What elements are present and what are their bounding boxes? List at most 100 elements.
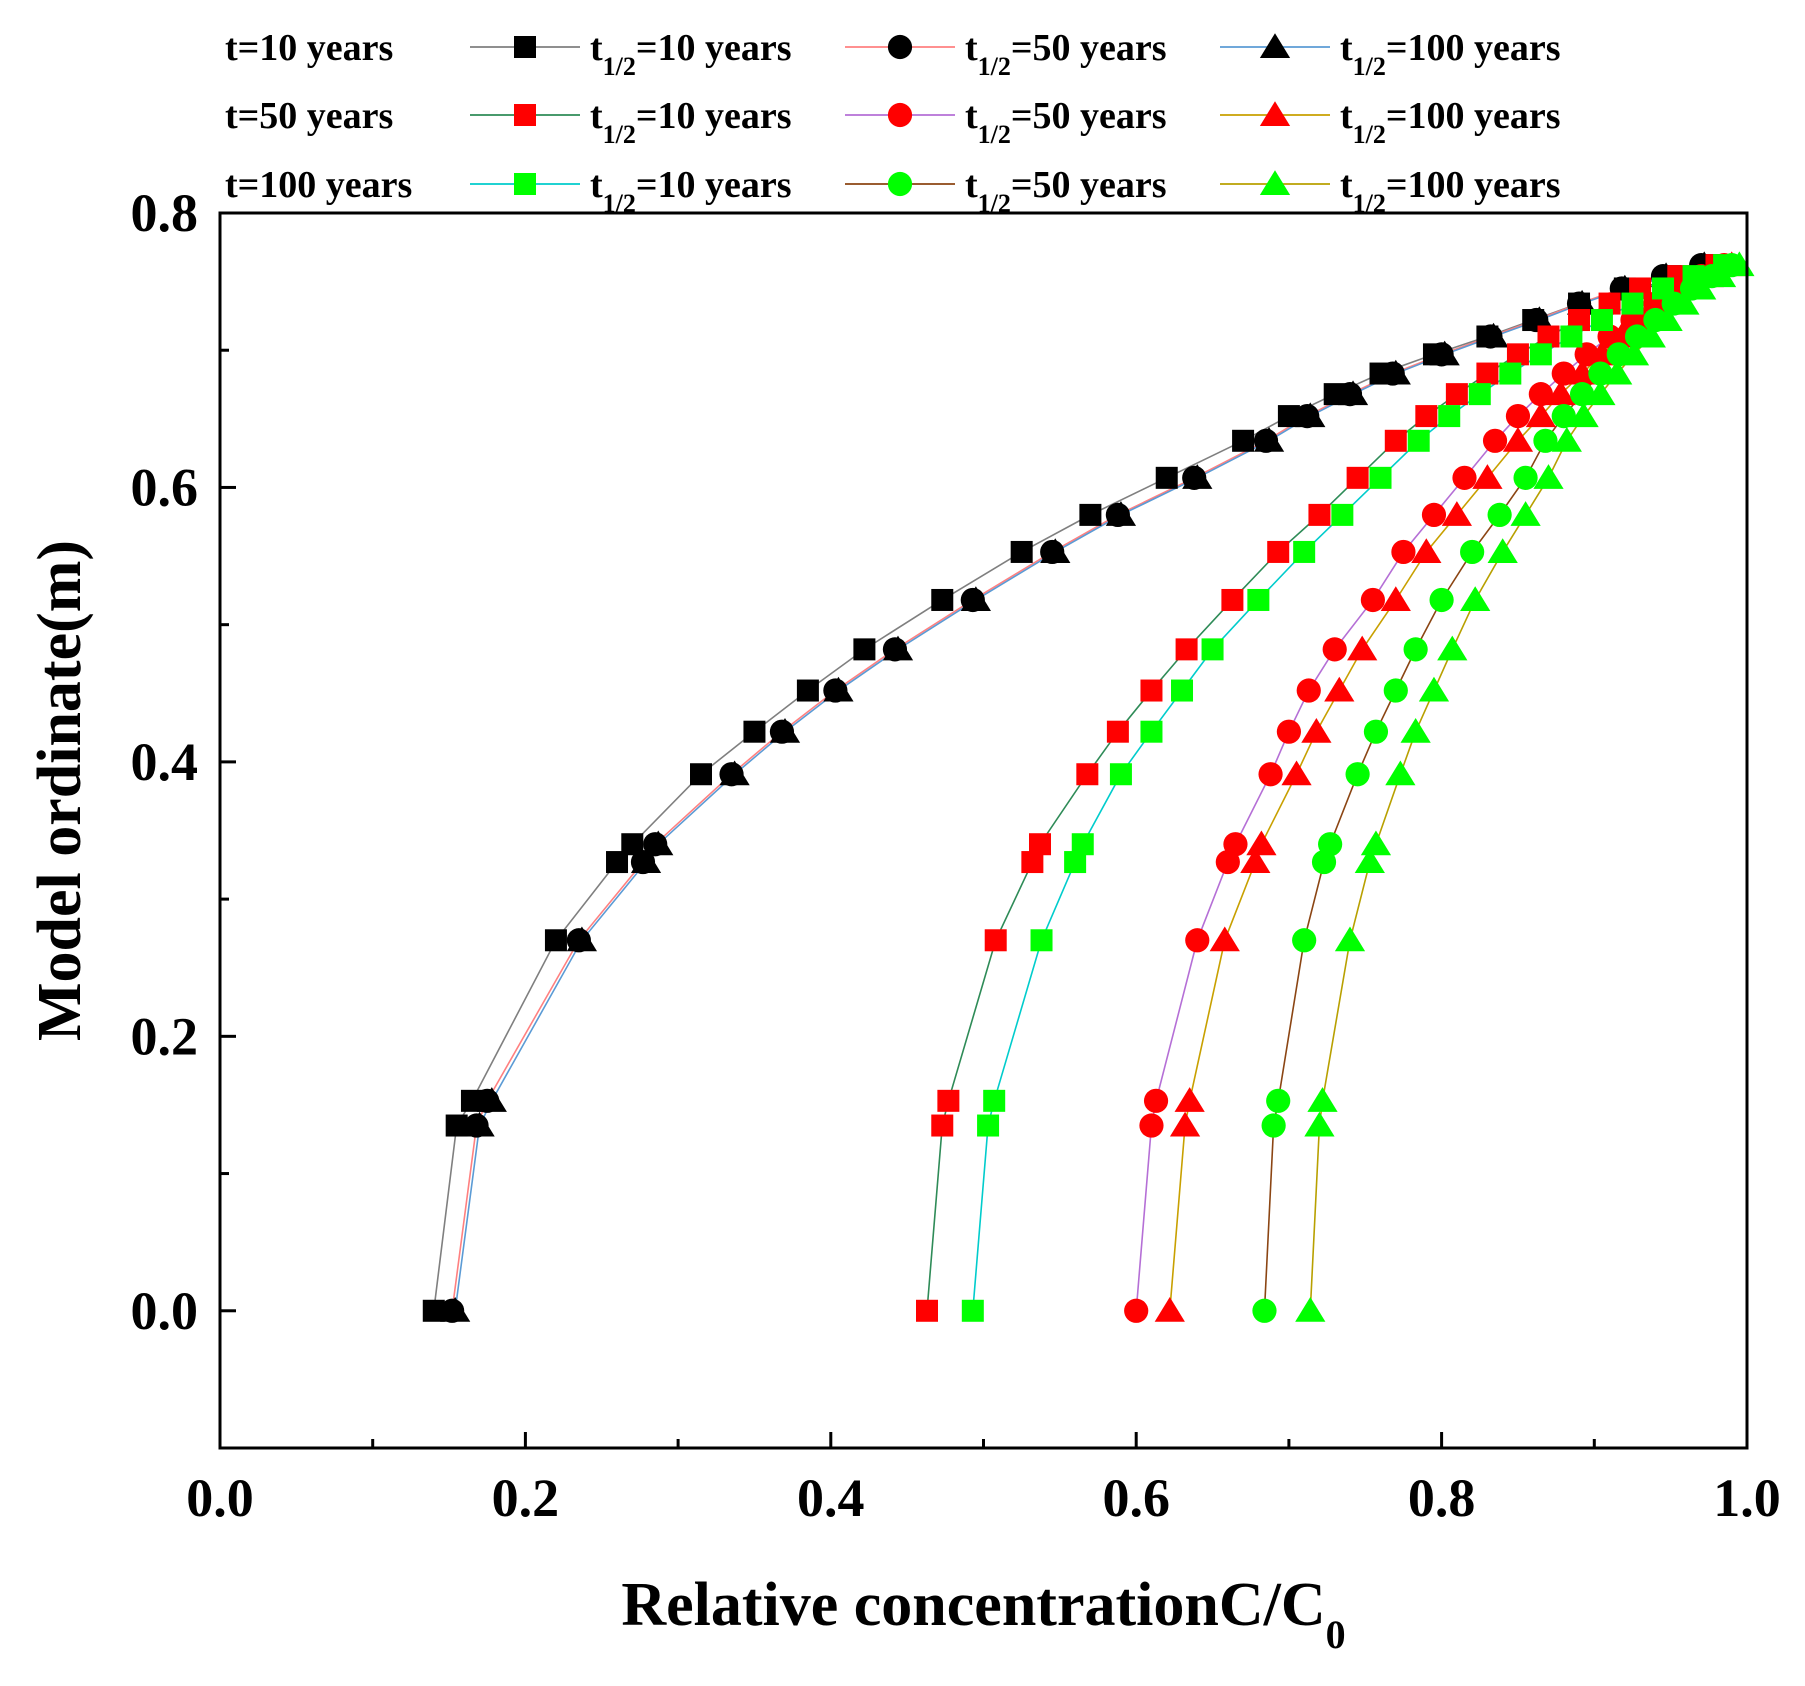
x-axis-title-subscript: 0	[1326, 1612, 1346, 1657]
data-point	[1346, 466, 1369, 489]
data-point	[1252, 1298, 1277, 1323]
data-point	[1652, 306, 1683, 332]
data-point	[977, 1114, 1000, 1137]
data-point	[643, 830, 674, 856]
data-point	[984, 929, 1007, 952]
data-point	[1560, 325, 1583, 348]
y-tick-label: 0.2	[131, 1006, 199, 1066]
data-point	[960, 586, 991, 611]
data-point	[1686, 274, 1717, 300]
data-point	[1253, 427, 1285, 452]
legend-marker	[514, 104, 536, 126]
legend-marker	[514, 36, 536, 58]
data-point	[1071, 833, 1094, 856]
data-point	[1169, 1111, 1201, 1137]
x-tick-label: 0.2	[492, 1468, 560, 1528]
data-point	[1318, 832, 1343, 857]
data-point	[1418, 676, 1450, 702]
data-point	[1295, 402, 1326, 428]
data-point	[1385, 760, 1416, 786]
data-point	[1331, 503, 1354, 526]
data-point	[1635, 322, 1666, 348]
data-point	[1105, 501, 1137, 526]
data-point	[1281, 760, 1312, 786]
series-markers	[422, 251, 1755, 1323]
plot-area: 0.0 0.2 0.4 0.6 0.8 1.0 0.0 0.2 0.4 0.6 0.8	[131, 183, 1781, 1528]
data-point	[1360, 830, 1392, 856]
legend-marker	[887, 102, 913, 128]
data-point	[1551, 361, 1576, 386]
data-point	[931, 588, 954, 611]
data-point	[916, 1299, 939, 1322]
data-point	[1301, 717, 1332, 743]
x-axis-title-main: Relative concentrationC/C	[621, 1571, 1325, 1639]
data-point	[1276, 719, 1301, 744]
data-point	[544, 929, 567, 952]
data-point	[1525, 402, 1556, 428]
data-point	[1383, 678, 1408, 703]
data-point	[1246, 830, 1277, 856]
data-point	[1201, 638, 1224, 661]
data-point	[1487, 502, 1512, 527]
data-point	[630, 848, 662, 874]
data-point	[1106, 720, 1129, 743]
data-point	[1171, 679, 1194, 702]
legend-row-label: t=100 years	[225, 164, 412, 206]
data-point	[1403, 637, 1428, 662]
data-point	[1140, 720, 1163, 743]
data-point	[1185, 928, 1210, 953]
data-point	[1360, 587, 1385, 613]
data-point	[1551, 427, 1582, 452]
data-point	[1354, 848, 1385, 874]
data-point	[1261, 1113, 1286, 1138]
legend-marker	[1259, 101, 1291, 126]
y-tick-label: 0.6	[131, 457, 199, 517]
series-line	[1263, 264, 1733, 1311]
data-point	[1429, 340, 1460, 366]
data-point	[1293, 540, 1316, 563]
data-point	[1669, 289, 1700, 315]
data-point	[1064, 851, 1087, 874]
data-point	[853, 638, 876, 661]
y-tick-label: 0.4	[131, 732, 199, 792]
legend-marker	[887, 34, 913, 60]
data-point	[1175, 638, 1198, 661]
legend-marker	[1259, 33, 1291, 58]
plot-frame	[218, 211, 1749, 1450]
data-point	[566, 926, 598, 952]
data-point	[1324, 676, 1355, 702]
data-point	[1209, 926, 1240, 952]
data-point	[1334, 926, 1366, 952]
data-point	[1345, 762, 1370, 787]
data-point	[621, 833, 644, 856]
data-point	[743, 720, 766, 743]
legend-row-label: t=10 years	[225, 27, 393, 69]
data-point	[1513, 465, 1538, 490]
data-point	[719, 760, 750, 786]
legend-marker	[514, 173, 536, 195]
y-tick-label: 0.0	[131, 1281, 199, 1341]
data-point	[1109, 763, 1132, 786]
data-point	[1618, 340, 1650, 366]
data-point	[1400, 717, 1431, 743]
data-point	[1028, 833, 1051, 856]
data-point	[1533, 428, 1558, 453]
legend-entry-label: t1/2=100 years	[1340, 27, 1561, 81]
data-point	[1524, 306, 1555, 332]
data-point	[1411, 538, 1442, 563]
data-point	[937, 1089, 960, 1112]
x-tick-label: 0.4	[797, 1468, 865, 1528]
data-point	[1437, 635, 1468, 661]
legend-row-label: t=50 years	[225, 95, 393, 137]
data-point	[1590, 309, 1613, 332]
data-point	[1337, 380, 1369, 406]
data-point	[1308, 503, 1331, 526]
data-point	[464, 1111, 495, 1137]
data-point	[1452, 465, 1477, 490]
data-point	[1407, 429, 1430, 452]
data-point	[1566, 289, 1598, 315]
data-point	[1476, 362, 1499, 385]
x-axis-title: Relative concentrationC/C0	[621, 1571, 1345, 1657]
data-point	[1258, 762, 1283, 787]
data-point	[1155, 466, 1178, 489]
